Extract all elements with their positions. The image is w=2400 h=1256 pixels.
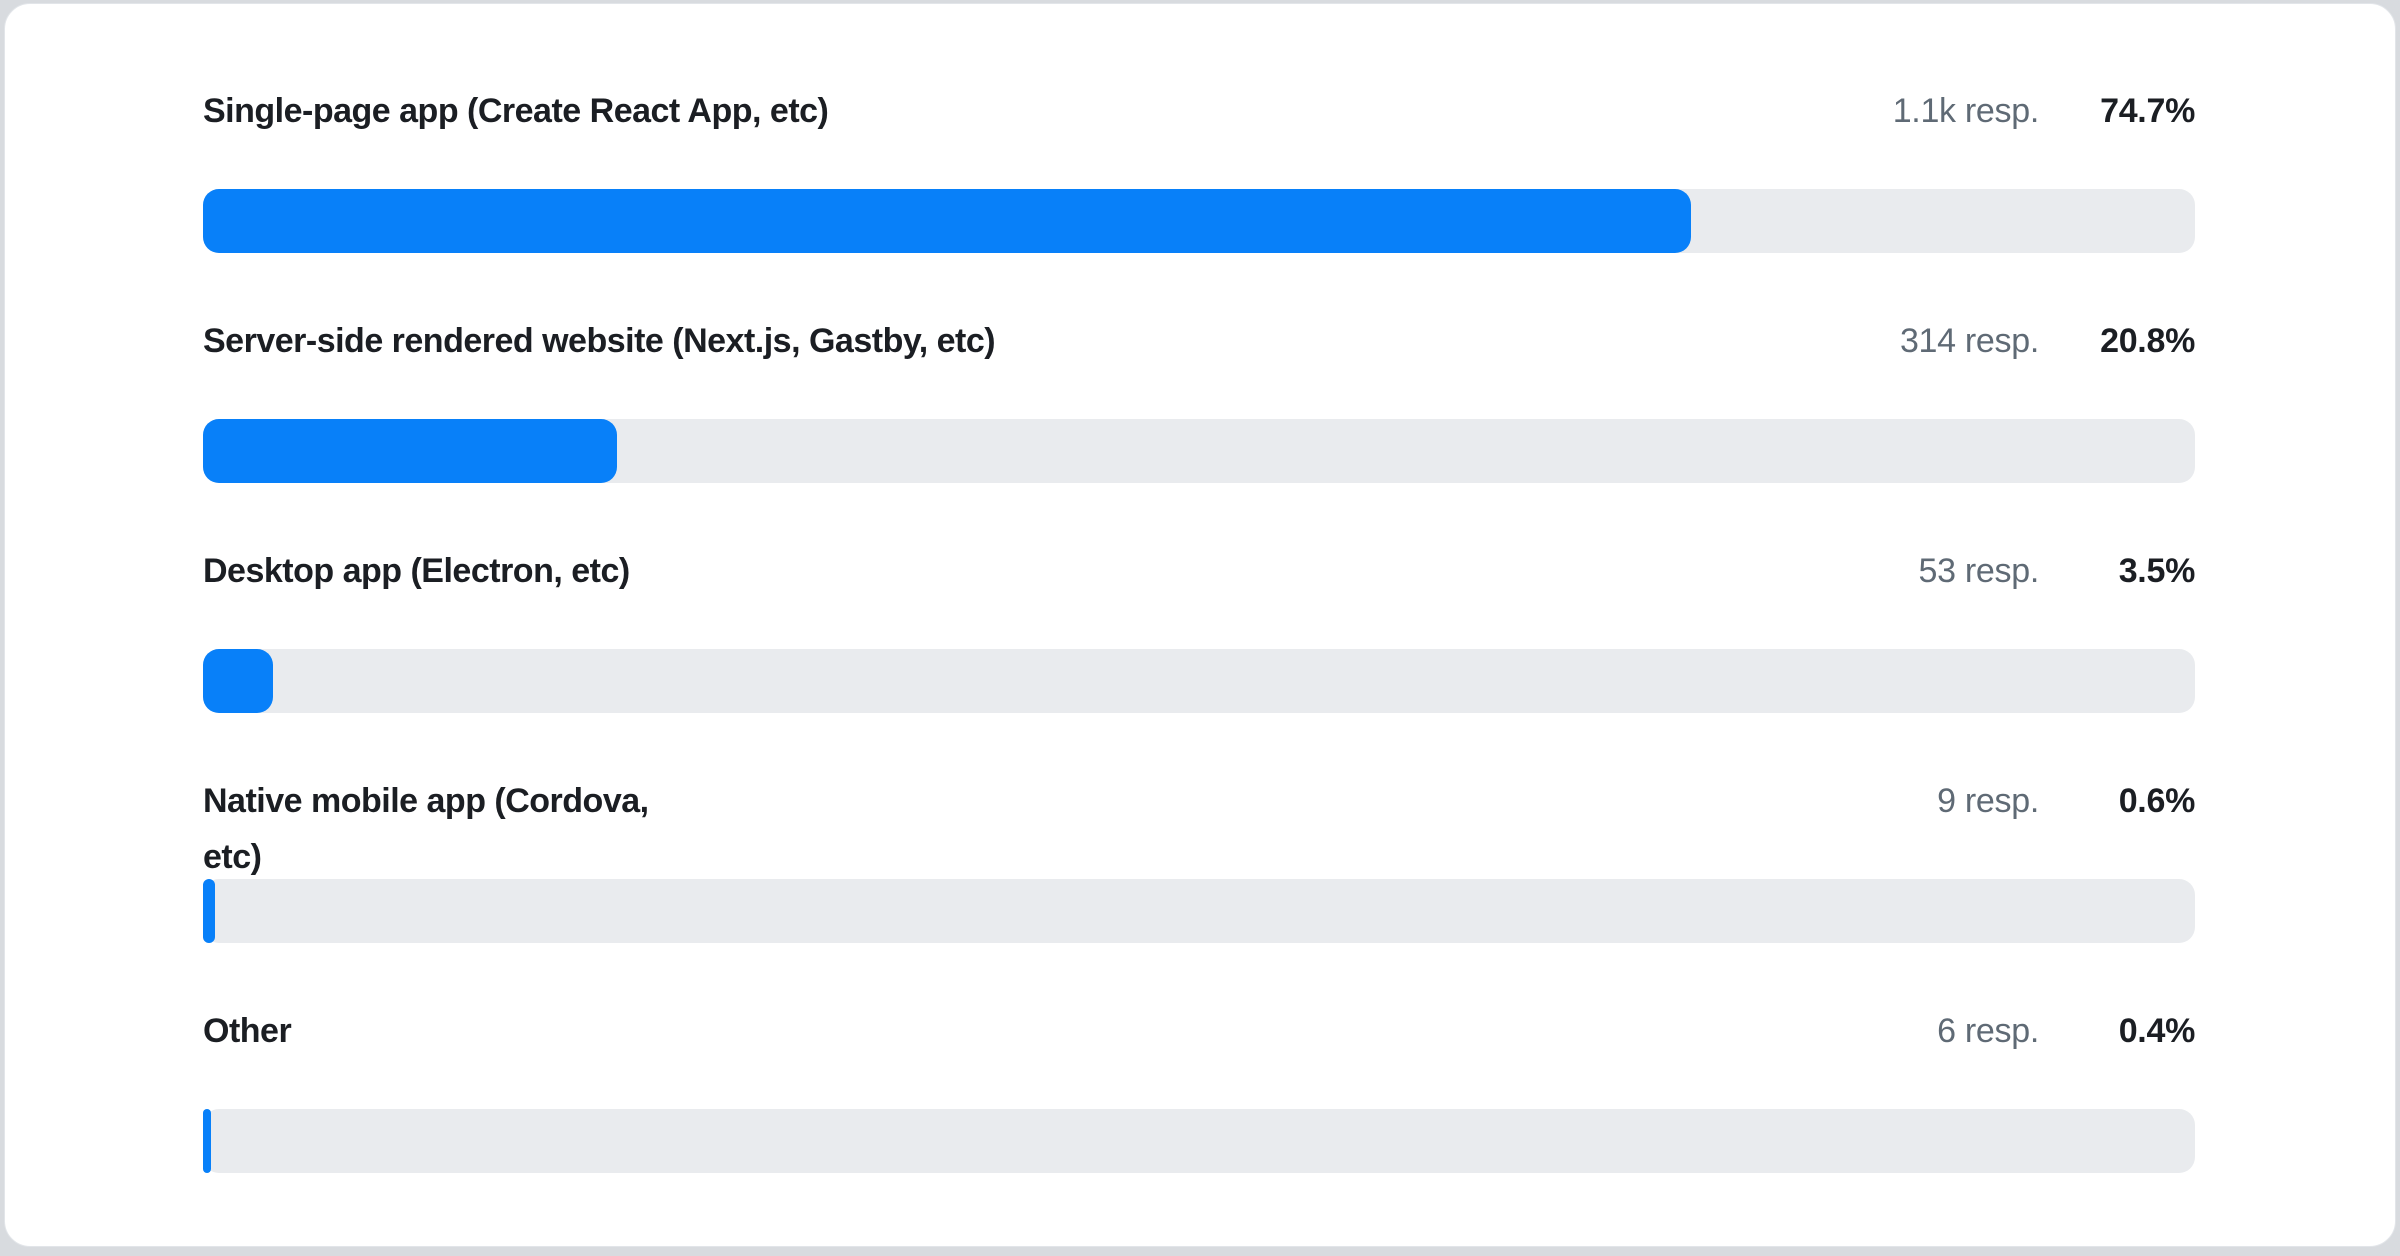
answer-label: Other	[203, 1012, 292, 1050]
response-count: 6 resp.	[1937, 1012, 2039, 1050]
response-count: 53 resp.	[1918, 552, 2040, 590]
result-row: Native mobile app (Cordova, etc) 9 resp. 0.…	[203, 773, 2195, 1003]
results-list: Single-page app (Create React App, etc) 1…	[203, 83, 2195, 1233]
percent-value: 3.5%	[2118, 552, 2196, 590]
bar-track	[203, 649, 2195, 713]
bar-fill	[203, 1109, 211, 1173]
result-row-header: Server-side rendered website (Next.js, G…	[203, 313, 2195, 369]
answer-stats: 6 resp. 0.4%	[1937, 1003, 2195, 1059]
bar-track	[203, 1109, 2195, 1173]
percent-value: 0.6%	[2118, 782, 2196, 820]
result-row: Single-page app (Create React App, etc) 1…	[203, 83, 2195, 313]
bar-fill	[203, 189, 1692, 253]
bar-fill	[203, 419, 618, 483]
result-row: Other 6 resp. 0.4%	[203, 1003, 2195, 1233]
answer-stats: 53 resp. 3.5%	[1918, 543, 2196, 599]
answer-label: Native mobile app (Cordova, etc)	[203, 782, 649, 876]
bar-fill	[203, 879, 215, 943]
answer-label: Server-side rendered website (Next.js, G…	[203, 322, 996, 360]
answer-label: Single-page app (Create React App, etc)	[203, 92, 829, 130]
response-count: 1.1k resp.	[1892, 92, 2040, 130]
result-row-header: Single-page app (Create React App, etc) 1…	[203, 83, 2195, 139]
percent-value: 20.8%	[2100, 322, 2195, 360]
response-count: 9 resp.	[1937, 782, 2039, 820]
percent-value: 74.7%	[2100, 92, 2195, 130]
answer-stats: 9 resp. 0.6%	[1937, 773, 2195, 829]
bar-track	[203, 189, 2195, 253]
answer-stats: 1.1k resp. 74.7%	[1892, 83, 2196, 139]
result-row-header: Native mobile app (Cordova, etc) 9 resp. 0.…	[203, 773, 2195, 885]
bar-track	[203, 879, 2195, 943]
bar-track	[203, 419, 2195, 483]
response-count: 314 resp.	[1899, 322, 2039, 360]
result-row-header: Other 6 resp. 0.4%	[203, 1003, 2195, 1059]
bar-fill	[203, 649, 273, 713]
result-row: Desktop app (Electron, etc) 53 resp. 3.5%	[203, 543, 2195, 773]
answer-label: Desktop app (Electron, etc)	[203, 552, 630, 590]
result-row: Server-side rendered website (Next.js, G…	[203, 313, 2195, 543]
percent-value: 0.4%	[2118, 1012, 2196, 1050]
result-row-header: Desktop app (Electron, etc) 53 resp. 3.5%	[203, 543, 2195, 599]
survey-results-card: Single-page app (Create React App, etc) 1…	[4, 3, 2396, 1247]
answer-stats: 314 resp. 20.8%	[1900, 313, 2195, 369]
